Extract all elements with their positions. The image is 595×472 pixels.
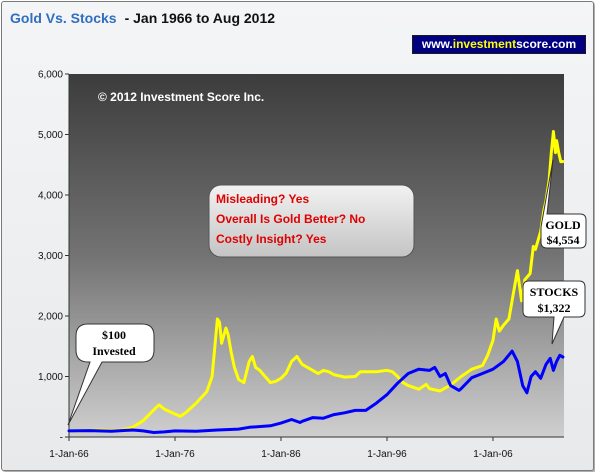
- website-suffix: score.com: [516, 37, 577, 51]
- callout-box: [208, 184, 415, 258]
- y-tick-label: 5,000: [38, 130, 63, 141]
- y-tick-label: 1,000: [38, 372, 63, 383]
- chart-subtitle: - Jan 1966 to Aug 2012: [124, 10, 276, 26]
- y-tick-label: 6,000: [38, 70, 63, 81]
- y-tick-label: 2,000: [38, 312, 63, 323]
- stocks-label: STOCKS: [530, 285, 579, 299]
- x-tick-label: 1-Jan-66: [49, 449, 89, 460]
- x-tick-label: 1-Jan-06: [473, 449, 513, 460]
- gold-callout: GOLD $4,554: [540, 159, 587, 249]
- gold-value: $4,554: [547, 233, 580, 247]
- stocks-value: $1,322: [538, 301, 571, 315]
- invested-callout-bubble: [67, 323, 155, 426]
- invested-callout: $100 Invested: [67, 323, 155, 426]
- callout-line-3: Costly Insight? Yes: [216, 232, 327, 246]
- gold-label: GOLD: [545, 218, 581, 232]
- chart-title-row: Gold Vs. Stocks - Jan 1966 to Aug 2012: [10, 10, 275, 26]
- invested-line-1: $100: [102, 328, 126, 342]
- x-tick-label: 1-Jan-86: [261, 449, 301, 460]
- series-line-stocks: [67, 349, 565, 434]
- callout-line-2: Overall Is Gold Better? No: [216, 212, 365, 226]
- x-axis-ticks: 1-Jan-66 1-Jan-76 1-Jan-86 1-Jan-96 1-Jan-06: [49, 437, 513, 460]
- x-tick-label: 1-Jan-76: [155, 449, 195, 460]
- website-prefix: www.: [421, 37, 453, 51]
- invested-line-2: Invested: [92, 344, 136, 358]
- y-tick-label: -: [60, 433, 63, 444]
- x-tick-label: 1-Jan-96: [367, 449, 407, 460]
- stocks-callout: STOCKS $1,322: [522, 280, 586, 345]
- stocks-callout-bubble: [522, 280, 586, 345]
- gold-callout-bubble: [540, 159, 587, 249]
- callout-line-1: Misleading? Yes: [216, 192, 309, 206]
- y-tick-label: 3,000: [38, 251, 63, 262]
- chart-title: Gold Vs. Stocks: [10, 10, 117, 26]
- y-axis-ticks: - 1,000 2,000 3,000 4,000 5,000 6,000: [38, 70, 69, 444]
- question-callout: Misleading? Yes Overall Is Gold Better? …: [208, 184, 415, 258]
- y-tick-label: 4,000: [38, 191, 63, 202]
- copyright-text: © 2012 Investment Score Inc.: [98, 90, 264, 104]
- website-badge: www.investmentscore.com: [412, 35, 586, 54]
- website-accent: investment: [452, 37, 517, 51]
